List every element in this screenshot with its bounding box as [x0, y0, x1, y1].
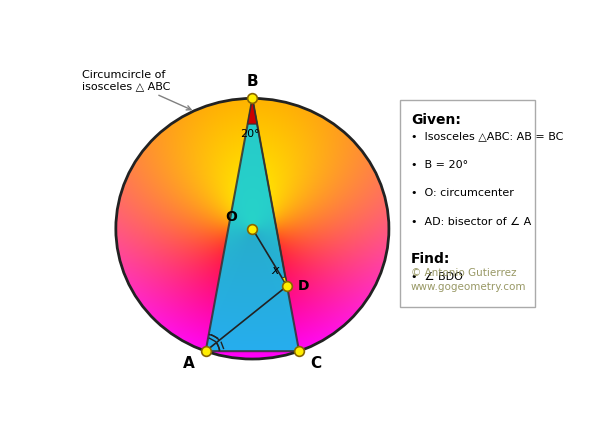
Text: A: A: [183, 356, 195, 371]
Text: B: B: [247, 74, 258, 89]
Text: Find:: Find:: [411, 252, 450, 266]
Text: •  B = 20°: • B = 20°: [411, 160, 468, 170]
FancyBboxPatch shape: [400, 100, 535, 307]
Text: x: x: [271, 264, 279, 277]
Text: Circumcircle of
isosceles △ ABC: Circumcircle of isosceles △ ABC: [81, 70, 191, 110]
Text: O: O: [225, 209, 237, 224]
Text: •  O: circumcenter: • O: circumcenter: [411, 188, 513, 198]
Polygon shape: [205, 99, 299, 351]
Text: D: D: [298, 279, 310, 293]
Text: 20°: 20°: [240, 129, 259, 139]
Polygon shape: [247, 99, 257, 124]
Text: © Antonio Gutierrez
www.gogeometry.com: © Antonio Gutierrez www.gogeometry.com: [411, 268, 527, 292]
Text: C: C: [310, 356, 321, 371]
Text: •  ∠ BDO: • ∠ BDO: [411, 272, 462, 282]
Text: •  AD: bisector of ∠ A: • AD: bisector of ∠ A: [411, 217, 531, 227]
Wedge shape: [282, 277, 287, 286]
Text: Given:: Given:: [411, 113, 461, 127]
Text: •  Isosceles △ABC: AB = BC: • Isosceles △ABC: AB = BC: [411, 131, 563, 141]
